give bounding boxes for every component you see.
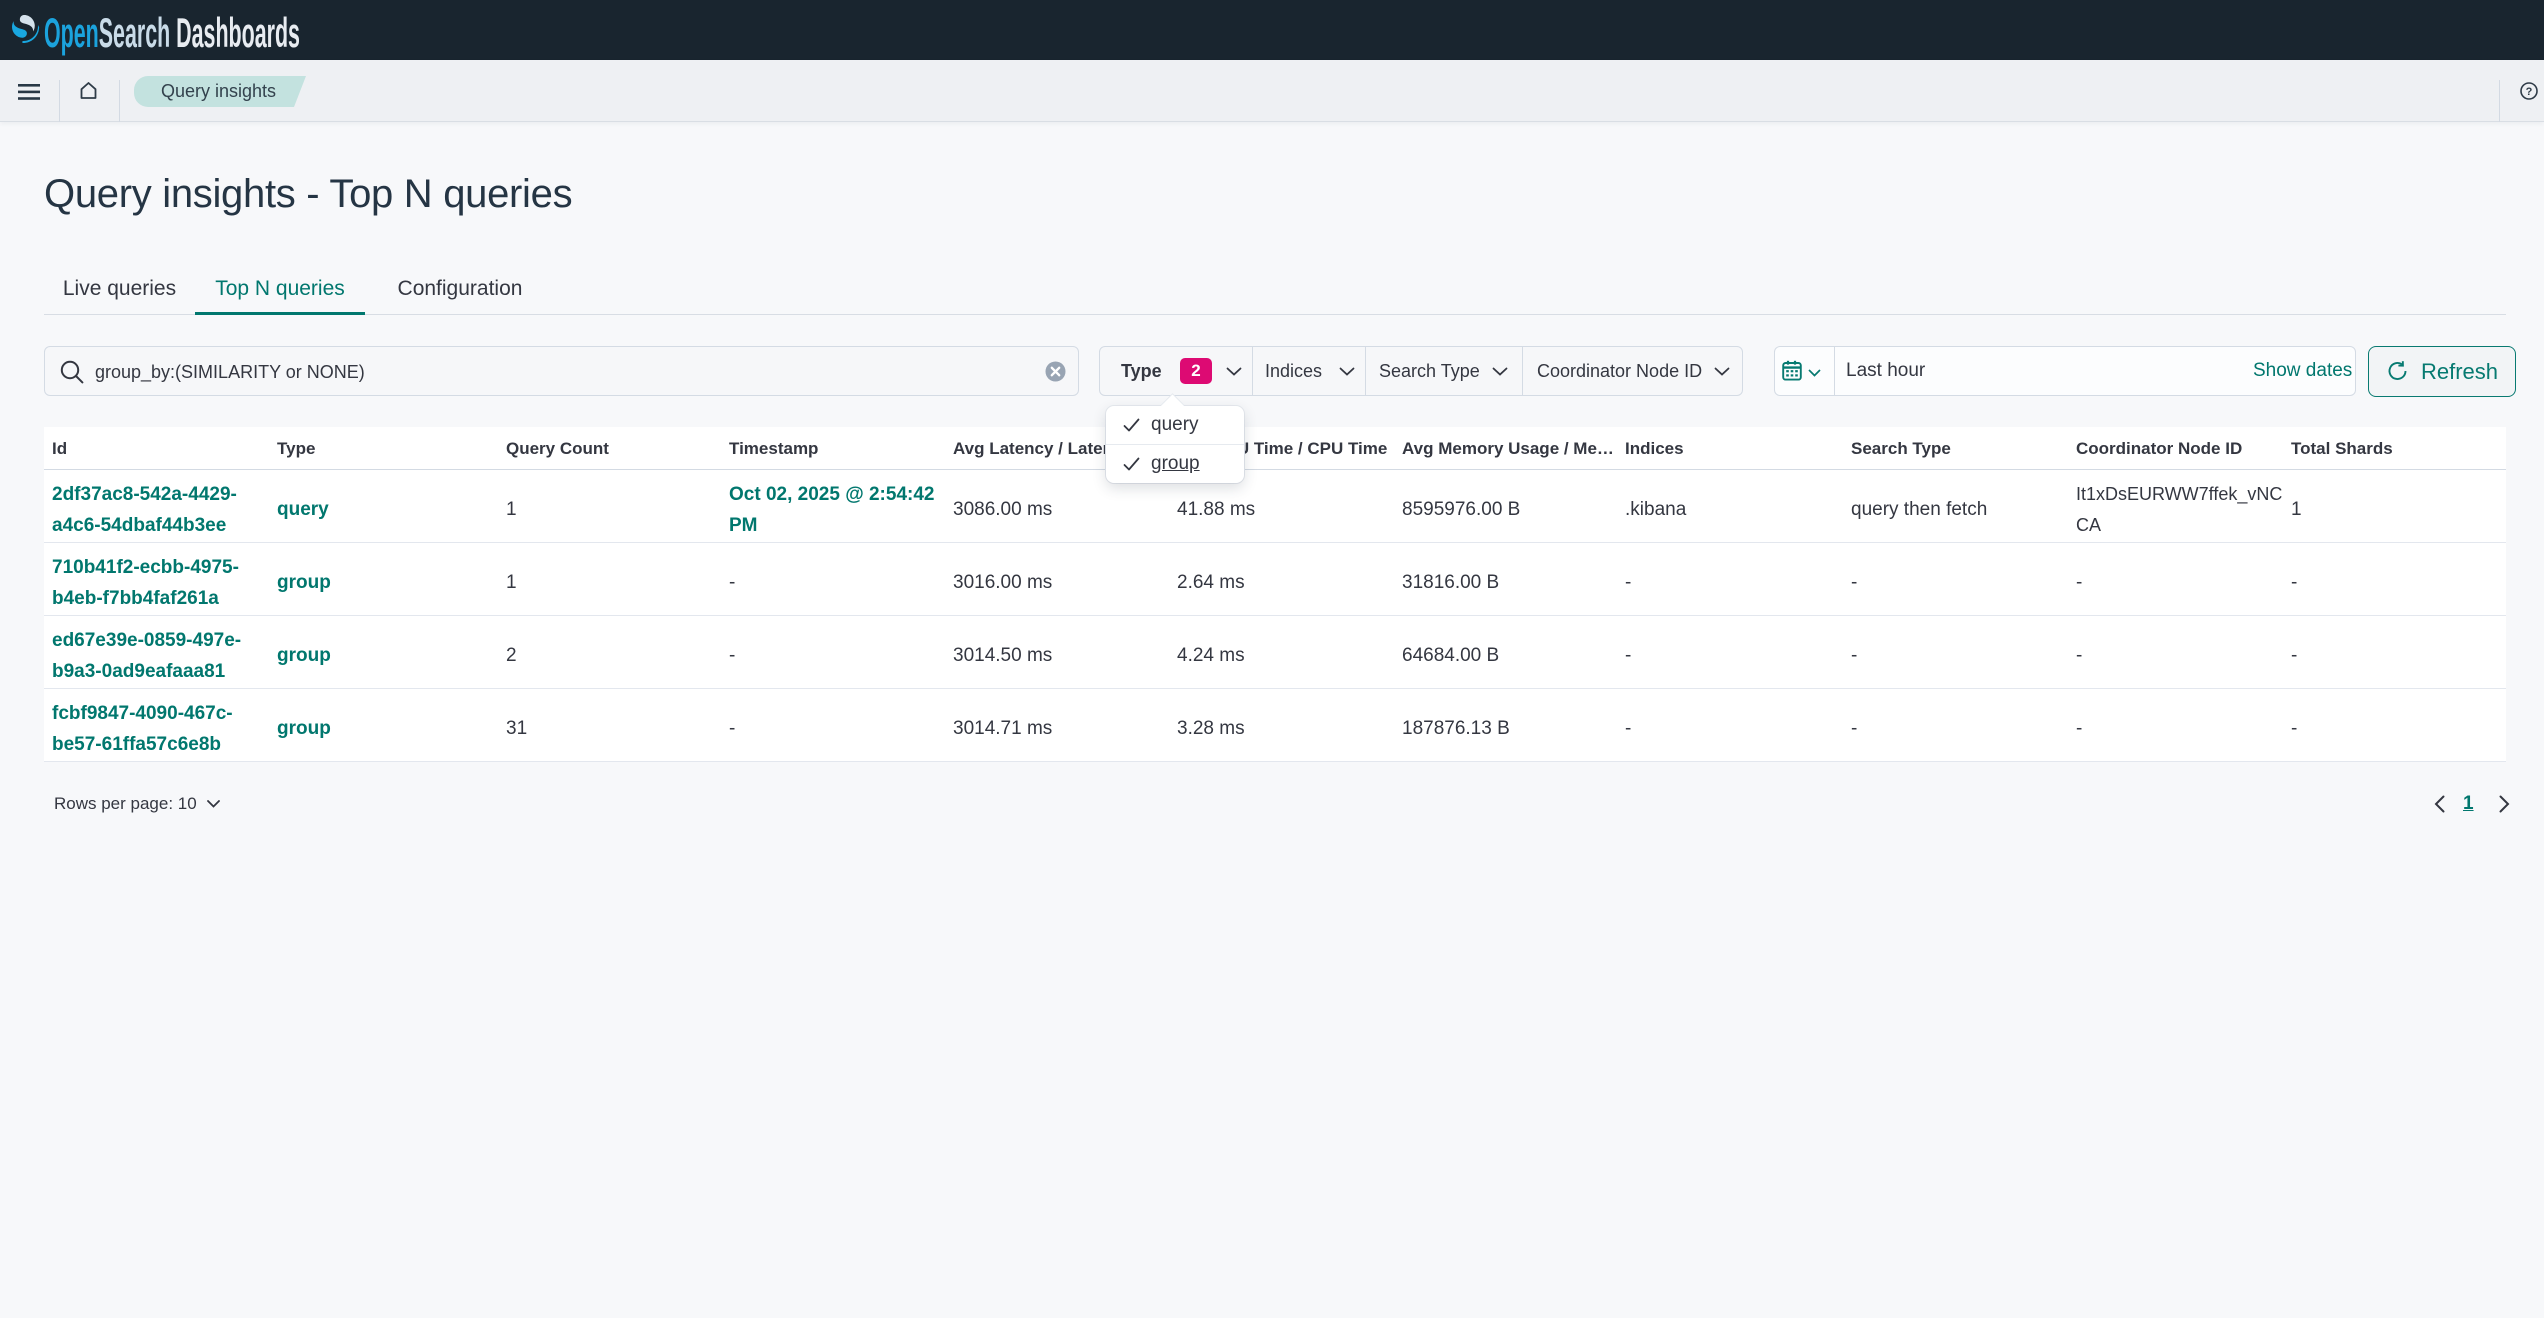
- svg-text:?: ?: [2526, 86, 2533, 98]
